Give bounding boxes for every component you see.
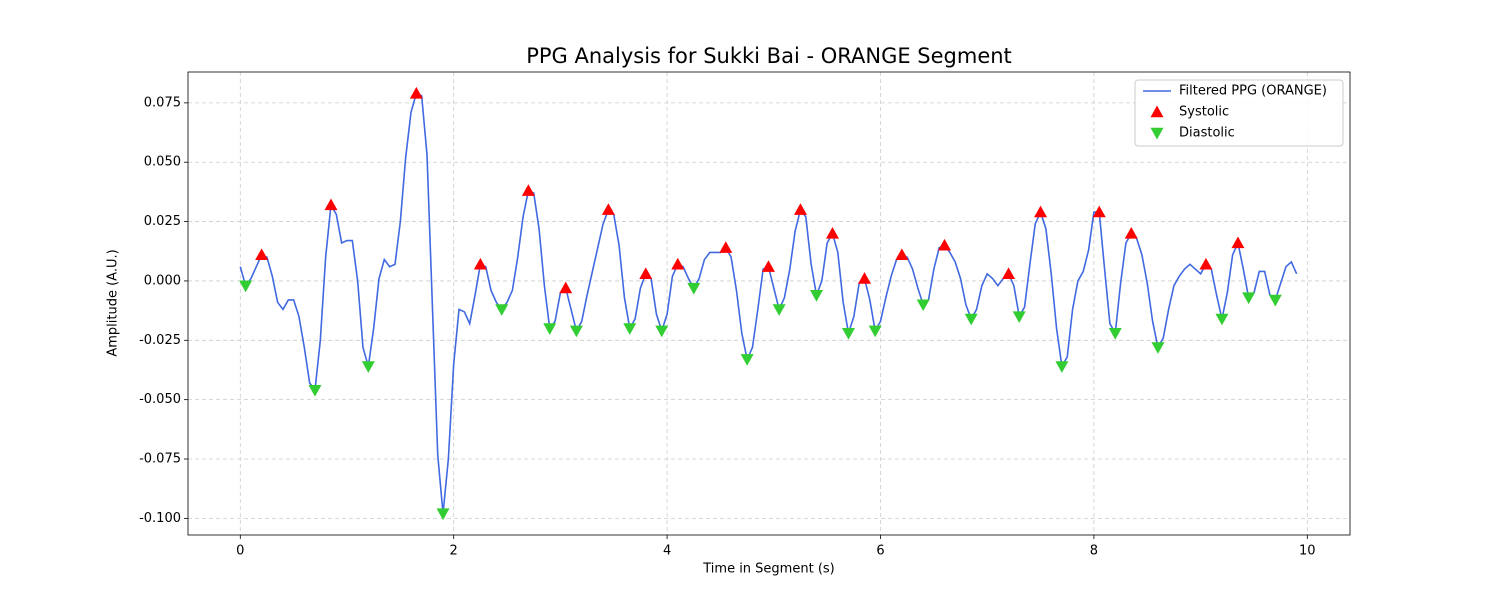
diastolic-marker <box>495 304 509 316</box>
systolic-marker <box>671 257 685 270</box>
diastolic-marker <box>361 361 375 373</box>
y-tick-label: -0.050 <box>139 392 181 407</box>
x-tick-label: 4 <box>663 544 671 559</box>
diastolic-marker <box>1012 311 1026 324</box>
diastolic-marker <box>1108 327 1122 340</box>
diastolic-marker <box>569 325 583 338</box>
systolic-marker <box>719 241 733 253</box>
x-tick-label: 2 <box>450 544 458 559</box>
diastolic-marker <box>772 304 786 316</box>
systolic-marker <box>1034 205 1048 218</box>
systolic-marker <box>255 248 269 261</box>
x-tick-label: 8 <box>1090 544 1098 559</box>
y-tick-label: 0.050 <box>144 155 181 170</box>
legend-box <box>1134 79 1344 147</box>
x-tick-label: 0 <box>236 544 244 559</box>
y-tick-label: -0.075 <box>139 452 181 467</box>
systolic-marker <box>857 272 871 284</box>
diastolic-marker <box>239 280 253 293</box>
systolic-marker <box>1124 226 1138 239</box>
diastolic-marker <box>964 313 978 326</box>
diastolic-marker <box>1055 361 1069 373</box>
legend-label: Diastolic <box>1179 126 1235 141</box>
y-tick-label: 0.075 <box>144 95 181 110</box>
diastolic-marker <box>809 289 823 302</box>
y-axis-label: Amplitude (A.U.) <box>106 249 121 356</box>
systolic-marker <box>793 203 807 215</box>
systolic-marker <box>1092 205 1106 218</box>
legend-swatch <box>1150 127 1164 140</box>
systolic-marker <box>938 238 952 251</box>
x-tick-label: 10 <box>1299 544 1316 559</box>
diastolic-marker <box>868 325 882 338</box>
legend-label: Systolic <box>1179 105 1229 120</box>
x-tick-label: 6 <box>876 544 884 559</box>
chart-title: PPG Analysis for Sukki Bai - ORANGE Segm… <box>526 44 1012 68</box>
ppg-line <box>239 92 1298 514</box>
systolic-marker <box>1199 257 1213 270</box>
diastolic-marker <box>1151 342 1165 354</box>
plot-frame <box>187 71 1351 536</box>
diastolic-marker <box>436 508 450 521</box>
diastolic-marker <box>916 299 930 312</box>
diastolic-marker <box>623 323 637 335</box>
systolic-marker <box>825 226 839 239</box>
diastolic-marker <box>841 327 855 340</box>
systolic-marker <box>324 198 338 211</box>
y-tick-label: -0.100 <box>139 511 181 526</box>
y-tick-label: -0.025 <box>139 333 181 348</box>
legend-swatch <box>1150 105 1164 118</box>
systolic-marker <box>1231 236 1245 249</box>
systolic-marker <box>1002 267 1016 280</box>
diastolic-marker <box>543 323 557 335</box>
systolic-marker <box>409 86 423 99</box>
systolic-marker <box>473 257 487 270</box>
legend-label: Filtered PPG (ORANGE) <box>1179 84 1327 99</box>
diastolic-marker <box>1268 294 1282 307</box>
y-tick-label: 0.000 <box>144 273 181 288</box>
x-axis-label: Time in Segment (s) <box>702 562 834 577</box>
systolic-marker <box>761 260 775 272</box>
systolic-marker <box>895 248 909 261</box>
y-tick-label: 0.025 <box>144 214 181 229</box>
diastolic-marker <box>1242 292 1256 305</box>
systolic-marker <box>601 203 615 215</box>
diastolic-marker <box>655 325 669 338</box>
systolic-marker <box>559 281 573 294</box>
diastolic-marker <box>687 282 701 295</box>
diastolic-marker <box>308 384 322 397</box>
systolic-marker <box>639 267 653 280</box>
systolic-marker <box>521 184 535 196</box>
diastolic-marker <box>740 354 754 366</box>
diastolic-marker <box>1215 313 1229 326</box>
